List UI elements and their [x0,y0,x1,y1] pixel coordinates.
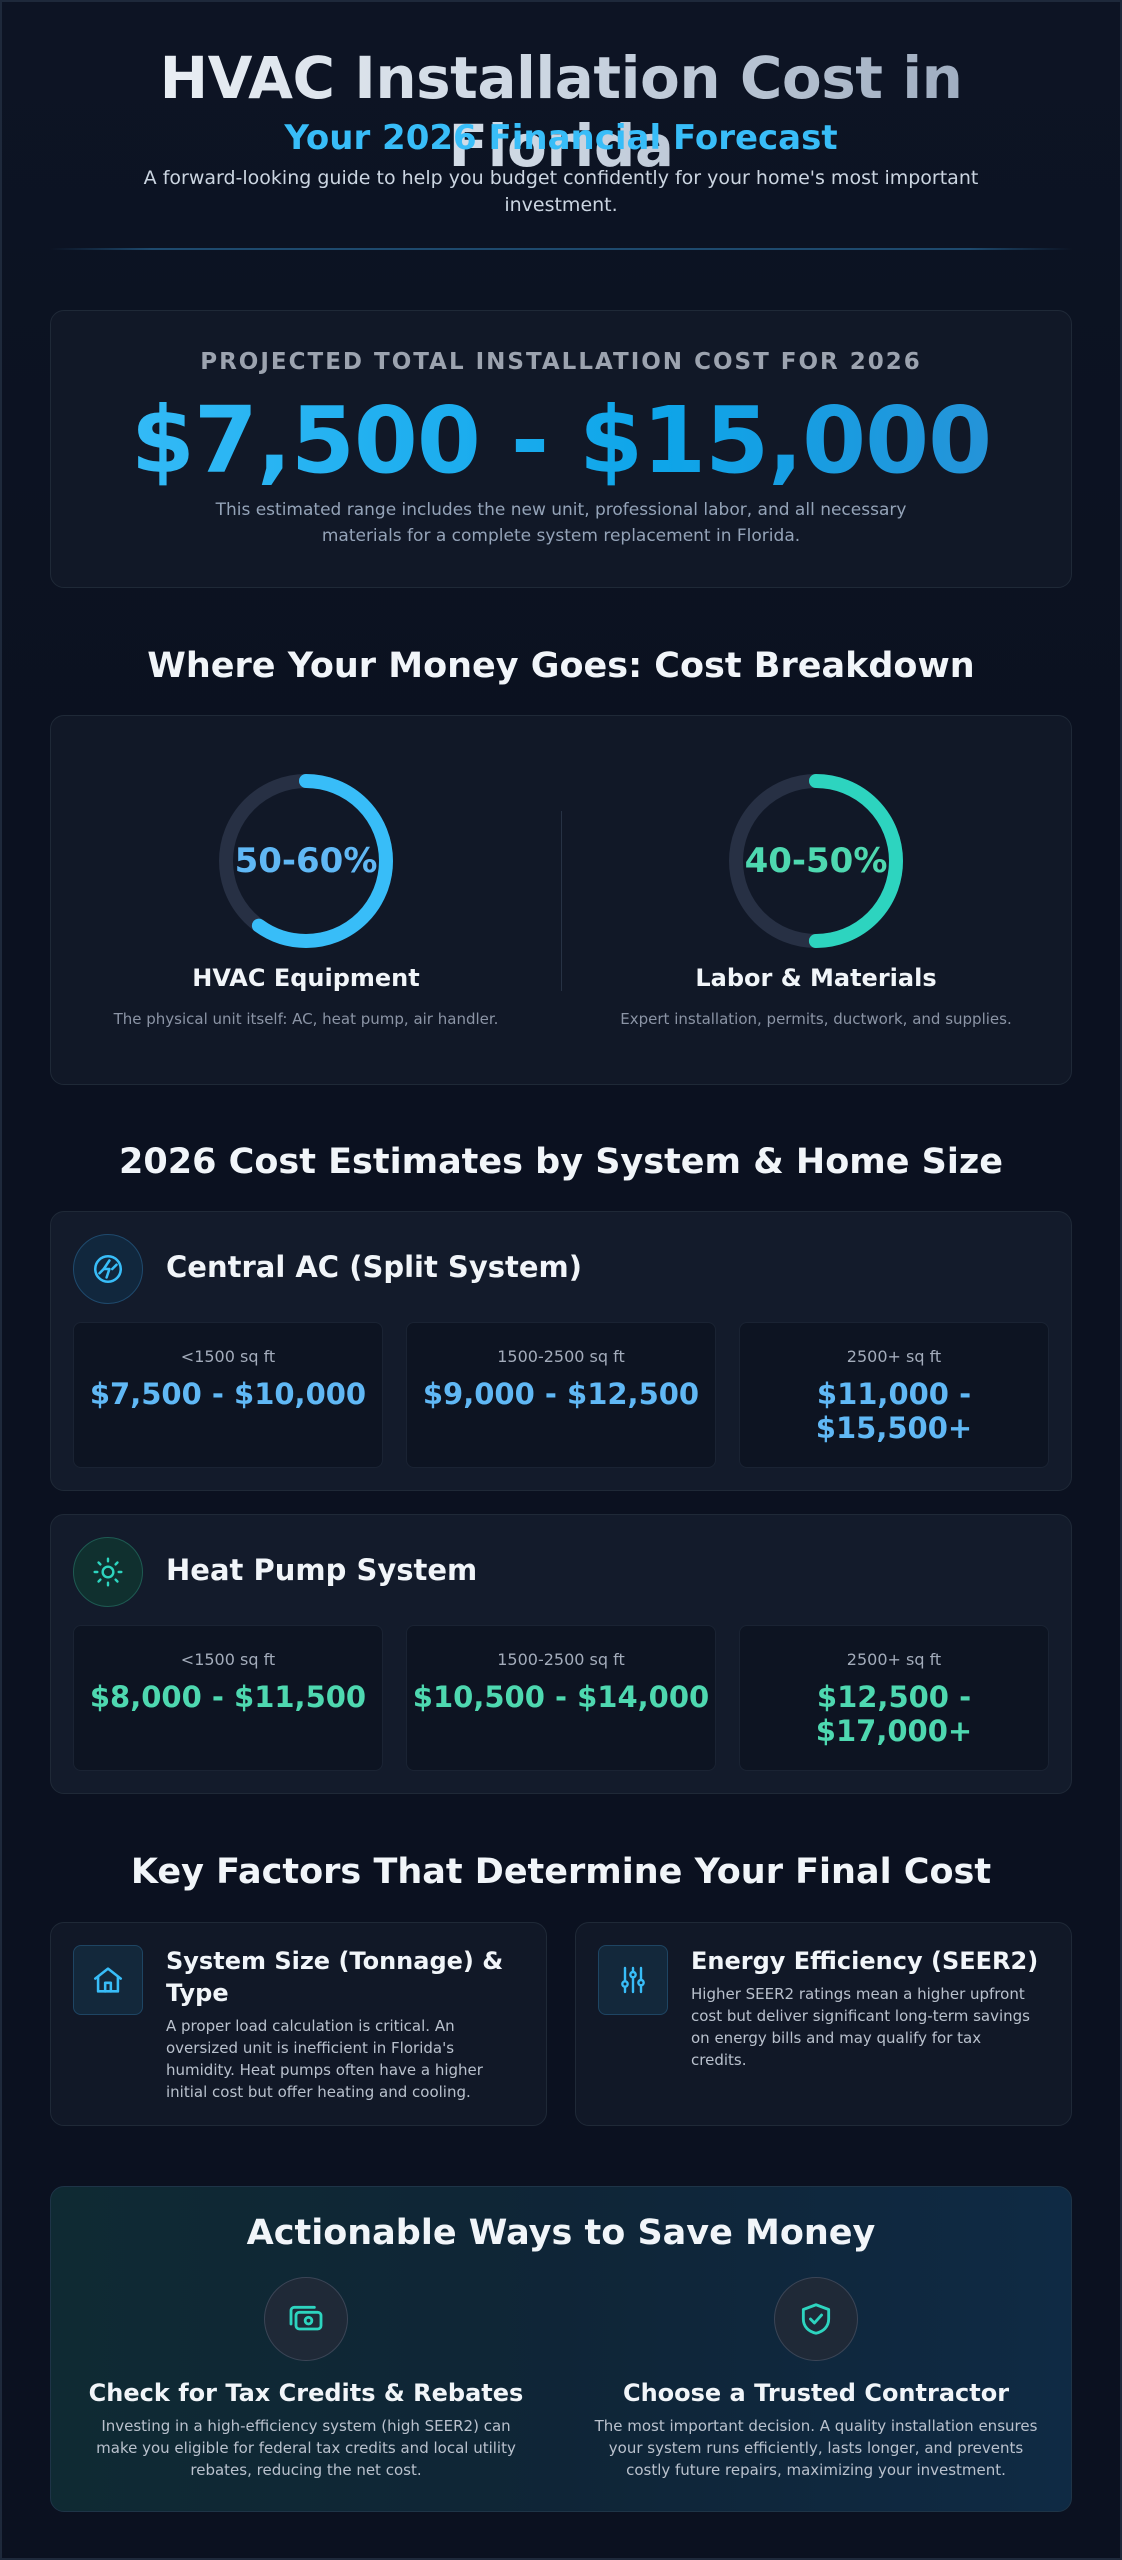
cash-icon [264,2277,348,2361]
header-divider [50,248,1072,250]
sliders-icon [598,1945,668,2015]
factor-size-text: A proper load calculation is critical. A… [166,2017,483,2101]
central-ac-small: <1500 sq ft $7,500 - $10,000 [73,1322,383,1468]
factor-efficiency-title: Energy Efficiency (SEER2) [691,1947,1039,1975]
equipment-name: HVAC Equipment [192,964,420,992]
size-price: $12,500 - $17,000+ [815,1680,973,1748]
size-label: <1500 sq ft [180,1347,276,1366]
factor-size-card: System Size (Tonnage) & Type A proper lo… [50,1922,547,2126]
size-price: $9,000 - $12,500 [422,1377,700,1411]
labor-percent: 40-50% [744,841,888,881]
breakdown-labor: 40-50% Labor & Materials Expert installa… [561,716,1071,1084]
home-icon [73,1945,143,2015]
heat-pump-large: 2500+ sq ft $12,500 - $17,000+ [739,1625,1049,1771]
equipment-desc: The physical unit itself: AC, heat pump,… [113,1010,499,1028]
size-label: <1500 sq ft [180,1650,276,1669]
factor-size-title: System Size (Tonnage) & Type [166,1947,504,2007]
heat-pump-small: <1500 sq ft $8,000 - $11,500 [73,1625,383,1771]
total-cost-value: $7,500 - $15,000 [51,387,1071,494]
total-cost-note: This estimated range includes the new un… [215,500,907,546]
breakdown-title: Where Your Money Goes: Cost Breakdown [147,646,975,686]
central-ac-card: Central AC (Split System) <1500 sq ft $7… [50,1211,1072,1491]
savings-contractor-text: The most important decision. A quality i… [594,2417,1038,2479]
factors-title: Key Factors That Determine Your Final Co… [130,1852,992,1892]
factor-efficiency-card: Energy Efficiency (SEER2) Higher SEER2 r… [575,1922,1072,2126]
savings-tax-text: Investing in a high-efficiency system (h… [96,2417,516,2479]
intro-text: A forward-looking guide to help you budg… [143,167,979,216]
size-price: $8,000 - $11,500 [89,1680,367,1714]
size-price: $7,500 - $10,000 [89,1377,367,1411]
size-label: 2500+ sq ft [846,1650,942,1669]
shield-check-icon [774,2277,858,2361]
size-price: $11,000 - $15,500+ [815,1377,973,1445]
size-label: 1500-2500 sq ft [497,1650,625,1669]
equipment-ring-chart [219,774,393,948]
labor-ring: 40-50% [726,771,906,951]
savings-tax-credits: Check for Tax Credits & Rebates Investin… [51,2187,561,2511]
size-label: 1500-2500 sq ft [497,1347,625,1366]
breakdown-card: 50-60% HVAC Equipment The physical unit … [50,715,1072,1085]
breakdown-divider [561,811,562,991]
size-label: 2500+ sq ft [846,1347,942,1366]
factor-efficiency-text: Higher SEER2 ratings mean a higher upfro… [691,1985,1030,2069]
sun-icon [73,1537,143,1607]
central-ac-medium: 1500-2500 sq ft $9,000 - $12,500 [406,1322,716,1468]
heat-pump-title: Heat Pump System [166,1553,478,1587]
savings-tax-title: Check for Tax Credits & Rebates [88,2379,524,2407]
heat-pump-medium: 1500-2500 sq ft $10,500 - $14,000 [406,1625,716,1771]
savings-title: Actionable Ways to Save Money [246,2213,876,2253]
labor-ring-chart [729,774,903,948]
breakdown-equipment: 50-60% HVAC Equipment The physical unit … [51,716,561,1084]
equipment-percent: 50-60% [234,841,378,881]
savings-contractor: Choose a Trusted Contractor The most imp… [561,2187,1071,2511]
heat-pump-card: Heat Pump System <1500 sq ft $8,000 - $1… [50,1514,1072,1794]
central-ac-large: 2500+ sq ft $11,000 - $15,500+ [739,1322,1049,1468]
equipment-ring: 50-60% [216,771,396,951]
bolt-icon [73,1234,143,1304]
central-ac-title: Central AC (Split System) [166,1250,582,1284]
total-cost-card: PROJECTED TOTAL INSTALLATION COST FOR 20… [50,310,1072,588]
size-price: $10,500 - $14,000 [412,1680,710,1714]
labor-desc: Expert installation, permits, ductwork, … [620,1010,1012,1028]
page-subtitle: Your 2026 Financial Forecast [284,118,838,158]
savings-card: Actionable Ways to Save Money Check for … [50,2186,1072,2512]
total-cost-label: PROJECTED TOTAL INSTALLATION COST FOR 20… [200,349,922,375]
estimates-title: 2026 Cost Estimates by System & Home Siz… [119,1142,1003,1182]
labor-name: Labor & Materials [695,964,937,992]
savings-contractor-title: Choose a Trusted Contractor [622,2379,1010,2407]
page-title: HVAC Installation Cost in Florida [50,44,1072,180]
